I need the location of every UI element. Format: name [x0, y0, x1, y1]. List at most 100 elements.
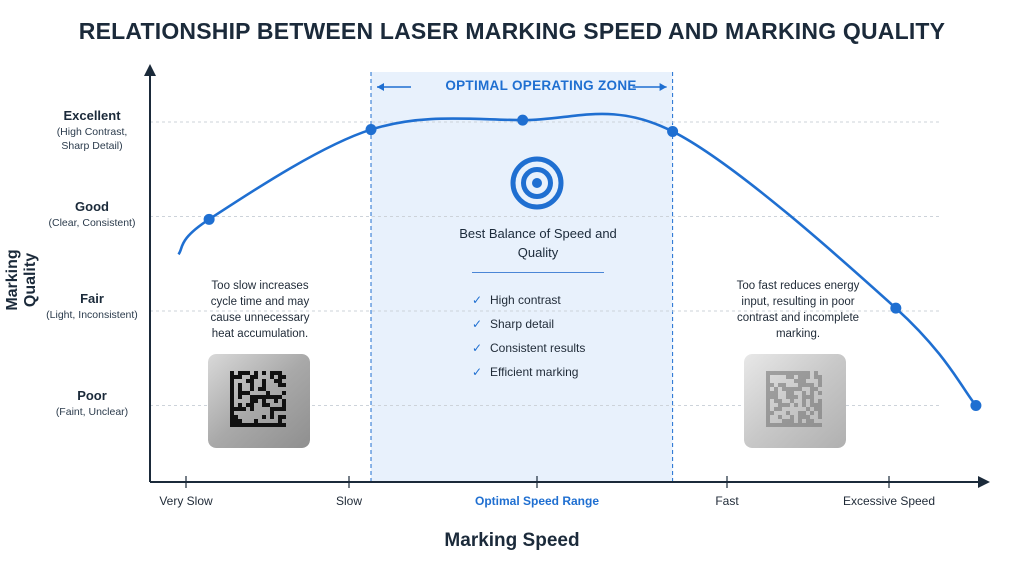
code-module [242, 423, 246, 427]
y-axis-title: Marking Quality [4, 249, 39, 311]
optimal-zone-band [371, 72, 673, 482]
code-module [810, 395, 814, 399]
code-module [242, 391, 246, 395]
y-tick-excellent: Excellent (High Contrast, Sharp Detail) [22, 108, 162, 153]
code-module [790, 399, 794, 403]
code-module [242, 407, 246, 411]
code-module [802, 423, 806, 427]
code-module [802, 383, 806, 387]
x-tick-very-slow: Very Slow [159, 494, 213, 508]
code-module [234, 415, 238, 419]
code-module [774, 399, 778, 403]
code-module [802, 395, 806, 399]
benefits-list: ✓ High contrast ✓ Sharp detail ✓ Consistent… [472, 288, 585, 384]
code-module [766, 423, 770, 427]
code-module [806, 423, 810, 427]
code-module [786, 411, 790, 415]
code-module [278, 419, 282, 423]
code-module [766, 403, 770, 407]
code-module [262, 387, 266, 391]
y-axis-arrow [144, 64, 156, 76]
zone-arrowhead-left [377, 83, 384, 91]
code-module [802, 375, 806, 379]
code-module [238, 391, 242, 395]
code-module [230, 391, 234, 395]
code-module [790, 415, 794, 419]
code-module [230, 407, 234, 411]
code-module [774, 371, 778, 375]
code-module [250, 399, 254, 403]
code-module [794, 387, 798, 391]
code-module [262, 423, 266, 427]
code-module [238, 395, 242, 399]
code-module [778, 407, 782, 411]
fast-note: Too fast reduces energy input, resulting… [736, 280, 860, 340]
list-item-label: Efficient marking [490, 365, 579, 379]
code-module [234, 419, 238, 423]
code-module [806, 383, 810, 387]
code-module [814, 403, 818, 407]
list-item-label: Sharp detail [490, 317, 555, 331]
code-module [810, 419, 814, 423]
code-module [786, 391, 790, 395]
code-module [766, 399, 770, 403]
code-module [798, 415, 802, 419]
code-module [818, 411, 822, 415]
code-module [258, 423, 262, 427]
code-module [798, 387, 802, 391]
sample-plate-fast [744, 354, 846, 448]
code-module [770, 383, 774, 387]
code-module [802, 415, 806, 419]
code-module [230, 383, 234, 387]
list-item: ✓ Efficient marking [472, 360, 585, 384]
code-module [806, 419, 810, 423]
code-module [774, 407, 778, 411]
code-module [766, 419, 770, 423]
y-tick-good: Good (Clear, Consistent) [22, 199, 162, 230]
code-module [814, 423, 818, 427]
best-balance-text: Best Balance of Speed and Quality [440, 224, 636, 262]
code-module [278, 371, 282, 375]
divider [472, 272, 604, 273]
code-module [262, 371, 266, 375]
code-module [814, 387, 818, 391]
code-module [810, 387, 814, 391]
code-module [782, 403, 786, 407]
code-module [814, 375, 818, 379]
code-module [770, 423, 774, 427]
code-module [766, 395, 770, 399]
code-module [278, 375, 282, 379]
code-module [818, 399, 822, 403]
code-module [790, 423, 794, 427]
code-module [802, 379, 806, 383]
code-module [270, 423, 274, 427]
code-module [798, 419, 802, 423]
y-tick-sublabel: (Faint, Unclear) [55, 406, 129, 418]
code-module [786, 423, 790, 427]
code-module [262, 395, 266, 399]
code-module [230, 371, 234, 375]
target-ring-outer [510, 156, 564, 210]
code-module [230, 423, 234, 427]
code-module [774, 395, 778, 399]
code-module [782, 383, 786, 387]
code-module [778, 403, 782, 407]
code-module [278, 423, 282, 427]
code-module [282, 403, 286, 407]
code-module [778, 423, 782, 427]
code-module [806, 407, 810, 411]
target-icon [510, 156, 564, 210]
code-module [802, 403, 806, 407]
code-module [270, 371, 274, 375]
code-module [798, 371, 802, 375]
code-module [282, 375, 286, 379]
code-module [770, 395, 774, 399]
code-module [802, 391, 806, 395]
code-module [778, 399, 782, 403]
code-module [246, 371, 250, 375]
code-module [250, 387, 254, 391]
code-module [282, 399, 286, 403]
target-center [532, 178, 542, 188]
code-module [798, 411, 802, 415]
data-point [890, 302, 902, 314]
